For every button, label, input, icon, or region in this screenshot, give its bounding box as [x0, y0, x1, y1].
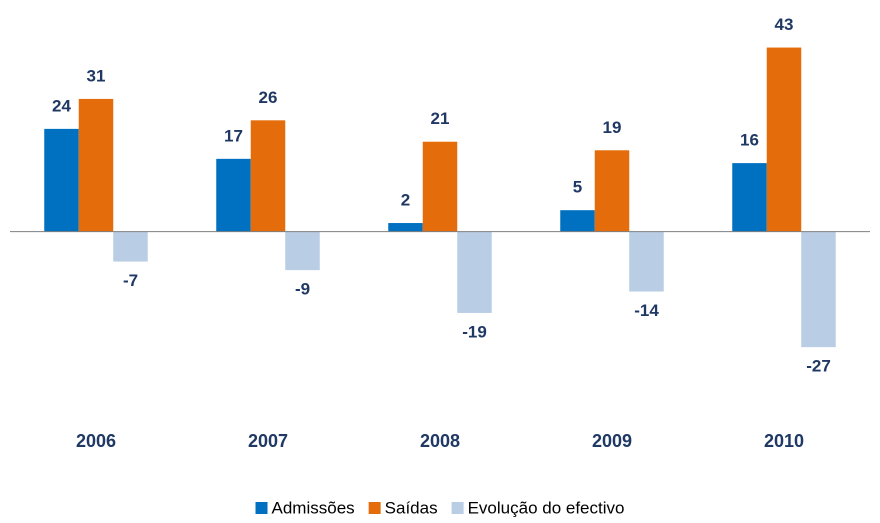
value-label: 31: [87, 66, 106, 85]
value-label: 21: [431, 109, 450, 128]
value-label: 5: [573, 178, 582, 197]
legend-swatch: [255, 502, 268, 514]
value-label: -27: [806, 357, 831, 376]
legend-swatch: [368, 502, 381, 514]
bar: [285, 231, 320, 271]
legend-label: Evolução do efectivo: [468, 498, 625, 517]
x-tick-label: 2010: [764, 431, 804, 451]
legend-label: Saídas: [385, 498, 438, 517]
value-label: -19: [462, 322, 487, 341]
x-tick-label: 2007: [248, 431, 288, 451]
bar: [113, 231, 148, 262]
value-label: -7: [123, 271, 138, 290]
value-label: -9: [295, 280, 310, 299]
bar: [422, 141, 458, 232]
value-label: 24: [52, 96, 71, 115]
bar: [388, 223, 423, 232]
bar: [594, 150, 630, 232]
value-label: 2: [401, 191, 410, 210]
value-label: 16: [740, 131, 759, 150]
bar: [560, 210, 595, 232]
bar: [766, 47, 802, 232]
bar: [216, 158, 251, 232]
value-label: -14: [634, 301, 659, 320]
legend-label: Admissões: [272, 498, 355, 517]
x-tick-label: 2008: [420, 431, 460, 451]
bar: [629, 231, 664, 292]
legend-swatch: [451, 502, 464, 514]
bar: [250, 120, 286, 232]
value-label: 19: [603, 118, 622, 137]
bar: [457, 231, 492, 313]
bar: [801, 231, 836, 348]
value-label: 26: [259, 88, 278, 107]
bar: [732, 163, 767, 232]
bar: [78, 98, 114, 232]
value-label: 17: [224, 126, 243, 145]
x-tick-label: 2006: [76, 431, 116, 451]
bar: [44, 128, 79, 232]
value-label: 43: [775, 15, 794, 34]
x-tick-label: 2009: [592, 431, 632, 451]
